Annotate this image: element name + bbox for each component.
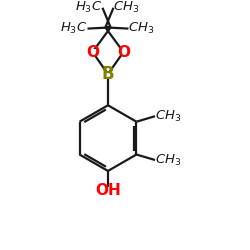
Bar (89, 49, 96, 55)
Text: OH: OH (95, 183, 121, 198)
Text: $CH_3$: $CH_3$ (155, 152, 181, 168)
Text: O: O (86, 44, 99, 60)
Text: B: B (102, 65, 114, 83)
Text: $H_3C$: $H_3C$ (75, 0, 102, 15)
Bar (104, 187, 112, 194)
Bar (104, 71, 112, 78)
Text: $CH_3$: $CH_3$ (114, 0, 140, 15)
Text: O: O (117, 44, 130, 60)
Text: $CH_3$: $CH_3$ (155, 109, 181, 124)
Bar (120, 49, 127, 55)
Text: $H_3C$: $H_3C$ (60, 21, 88, 36)
Text: $CH_3$: $CH_3$ (128, 21, 155, 36)
